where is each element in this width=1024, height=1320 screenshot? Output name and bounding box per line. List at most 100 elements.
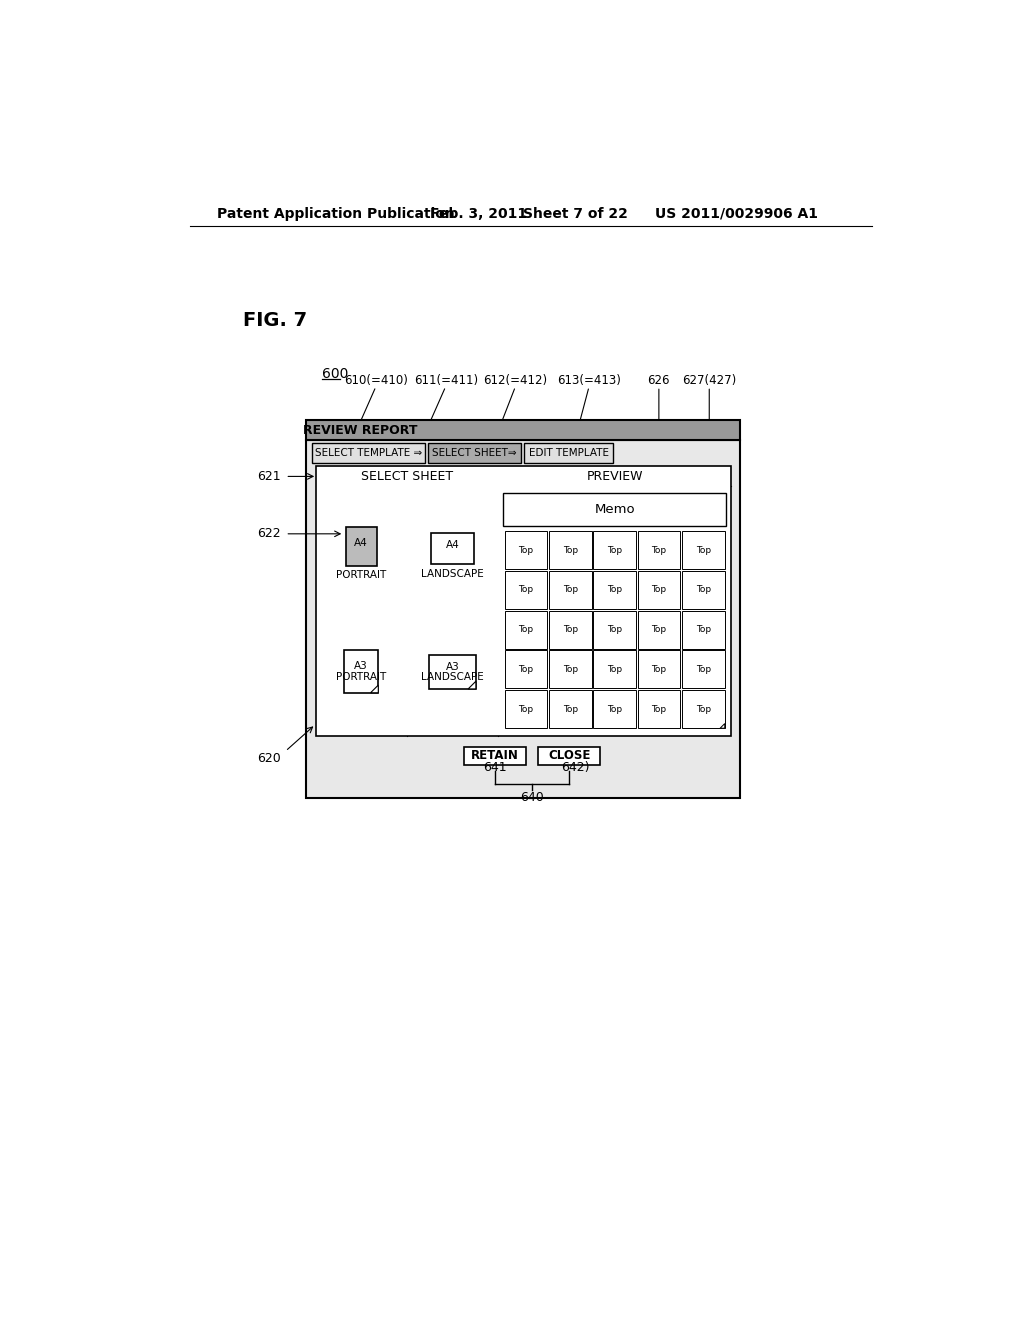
Bar bbox=[539, 747, 600, 766]
Text: Top: Top bbox=[607, 585, 623, 594]
Text: Top: Top bbox=[563, 545, 578, 554]
Text: Top: Top bbox=[518, 626, 534, 634]
Text: LANDSCAPE: LANDSCAPE bbox=[421, 672, 484, 682]
Text: Patent Application Publication: Patent Application Publication bbox=[217, 207, 455, 220]
Bar bbox=[505, 570, 548, 609]
Text: 626: 626 bbox=[647, 374, 670, 387]
Bar bbox=[682, 531, 725, 569]
Bar bbox=[524, 442, 613, 462]
Bar bbox=[505, 611, 548, 648]
Bar bbox=[682, 611, 725, 648]
Text: Top: Top bbox=[651, 626, 667, 634]
Text: 640: 640 bbox=[520, 791, 544, 804]
Bar bbox=[344, 651, 378, 693]
Text: Top: Top bbox=[651, 545, 667, 554]
Text: 642): 642) bbox=[561, 760, 590, 774]
Text: 611(=411): 611(=411) bbox=[414, 374, 478, 387]
Text: SELECT TEMPLATE ⇒: SELECT TEMPLATE ⇒ bbox=[315, 447, 422, 458]
Text: 641: 641 bbox=[483, 760, 507, 774]
Text: Memo: Memo bbox=[594, 503, 635, 516]
Bar bbox=[593, 611, 636, 648]
Text: 622: 622 bbox=[257, 527, 281, 540]
Text: A4: A4 bbox=[445, 540, 460, 550]
Bar bbox=[431, 533, 474, 564]
Text: Feb. 3, 2011: Feb. 3, 2011 bbox=[430, 207, 527, 220]
Text: 610(=410): 610(=410) bbox=[344, 374, 408, 387]
Text: 627(427): 627(427) bbox=[682, 374, 736, 387]
Text: PORTRAIT: PORTRAIT bbox=[336, 672, 386, 682]
Text: A3: A3 bbox=[354, 661, 368, 671]
Bar bbox=[505, 531, 548, 569]
Text: 620: 620 bbox=[257, 752, 281, 766]
Text: Top: Top bbox=[695, 545, 711, 554]
Text: Top: Top bbox=[563, 665, 578, 675]
Text: SELECT SHEET: SELECT SHEET bbox=[360, 470, 453, 483]
Text: EDIT TEMPLATE: EDIT TEMPLATE bbox=[528, 447, 608, 458]
Text: REVIEW REPORT: REVIEW REPORT bbox=[303, 424, 418, 437]
Text: 612(=412): 612(=412) bbox=[483, 374, 548, 387]
Bar bbox=[429, 655, 476, 689]
Text: Top: Top bbox=[563, 626, 578, 634]
Bar bbox=[549, 531, 592, 569]
Bar bbox=[464, 747, 525, 766]
Text: Top: Top bbox=[607, 705, 623, 714]
Bar bbox=[593, 690, 636, 729]
Bar bbox=[638, 531, 680, 569]
Bar bbox=[682, 651, 725, 689]
Text: Top: Top bbox=[518, 585, 534, 594]
Text: Top: Top bbox=[607, 545, 623, 554]
Bar bbox=[638, 570, 680, 609]
Text: RETAIN: RETAIN bbox=[471, 750, 519, 763]
Text: FIG. 7: FIG. 7 bbox=[243, 310, 307, 330]
Polygon shape bbox=[468, 681, 476, 689]
Bar bbox=[505, 651, 548, 689]
Bar bbox=[315, 466, 731, 737]
Bar bbox=[593, 570, 636, 609]
Text: PREVIEW: PREVIEW bbox=[587, 470, 643, 483]
Text: CLOSE: CLOSE bbox=[548, 750, 590, 763]
Text: Top: Top bbox=[607, 665, 623, 675]
Text: Top: Top bbox=[695, 665, 711, 675]
Text: Sheet 7 of 22: Sheet 7 of 22 bbox=[523, 207, 628, 220]
Text: Top: Top bbox=[651, 585, 667, 594]
Text: Top: Top bbox=[607, 626, 623, 634]
Text: Top: Top bbox=[518, 545, 534, 554]
Text: Top: Top bbox=[695, 585, 711, 594]
Bar bbox=[593, 531, 636, 569]
Text: 621: 621 bbox=[257, 470, 281, 483]
Text: Top: Top bbox=[695, 626, 711, 634]
Text: Top: Top bbox=[518, 665, 534, 675]
Text: A4: A4 bbox=[354, 537, 368, 548]
Bar bbox=[428, 442, 521, 462]
Bar bbox=[505, 690, 548, 729]
Bar bbox=[682, 570, 725, 609]
Bar bbox=[638, 651, 680, 689]
Bar bbox=[549, 611, 592, 648]
Text: US 2011/0029906 A1: US 2011/0029906 A1 bbox=[655, 207, 818, 220]
Text: Top: Top bbox=[563, 585, 578, 594]
Bar bbox=[549, 570, 592, 609]
Text: Top: Top bbox=[651, 705, 667, 714]
Text: LANDSCAPE: LANDSCAPE bbox=[421, 569, 484, 578]
Bar bbox=[549, 651, 592, 689]
Bar bbox=[549, 690, 592, 729]
Text: Top: Top bbox=[518, 705, 534, 714]
Polygon shape bbox=[371, 685, 378, 693]
Bar bbox=[306, 420, 740, 441]
Polygon shape bbox=[720, 723, 725, 729]
Text: SELECT SHEET⇒: SELECT SHEET⇒ bbox=[432, 447, 517, 458]
Text: Top: Top bbox=[651, 665, 667, 675]
Bar bbox=[638, 690, 680, 729]
Text: 600: 600 bbox=[322, 367, 348, 381]
Text: PORTRAIT: PORTRAIT bbox=[336, 570, 386, 581]
Text: 613(=413): 613(=413) bbox=[557, 374, 622, 387]
Text: Top: Top bbox=[695, 705, 711, 714]
Text: Top: Top bbox=[563, 705, 578, 714]
Text: A3: A3 bbox=[445, 661, 460, 672]
Bar bbox=[638, 611, 680, 648]
Bar bbox=[593, 651, 636, 689]
Bar bbox=[312, 442, 425, 462]
Bar bbox=[503, 492, 726, 527]
Bar bbox=[306, 441, 740, 797]
Bar bbox=[682, 690, 725, 729]
